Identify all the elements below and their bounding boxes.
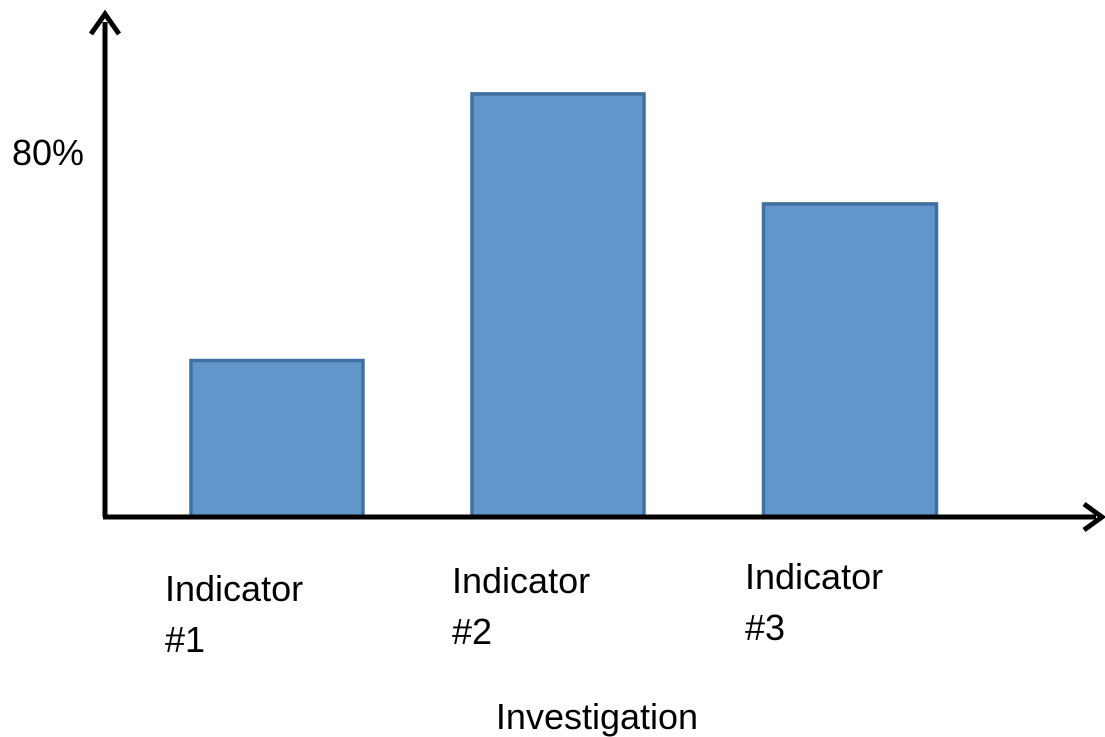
x-axis-arrow-icon: [1082, 501, 1105, 533]
bars-group: [189, 92, 939, 519]
y-axis-arrow-icon: [88, 9, 122, 36]
y-tick-labels: 80%: [12, 132, 84, 173]
category-label-1-line-1: Indicator: [165, 568, 303, 609]
bar-2: [470, 92, 646, 519]
bar-3: [761, 202, 939, 519]
x-axis-title: Investigation: [496, 696, 698, 737]
x-category-labels: Indicator #1 Indicator #2 Indicator #3: [165, 556, 883, 660]
category-label-3-line-2: #3: [745, 607, 785, 648]
y-tick-label-1: 80%: [12, 132, 84, 173]
bar-1: [189, 358, 365, 519]
axes-group: [88, 9, 1105, 533]
category-label-3-line-1: Indicator: [745, 556, 883, 597]
category-label-2-line-1: Indicator: [452, 560, 590, 601]
category-label-1-line-2: #1: [165, 619, 205, 660]
category-label-2-line-2: #2: [452, 611, 492, 652]
